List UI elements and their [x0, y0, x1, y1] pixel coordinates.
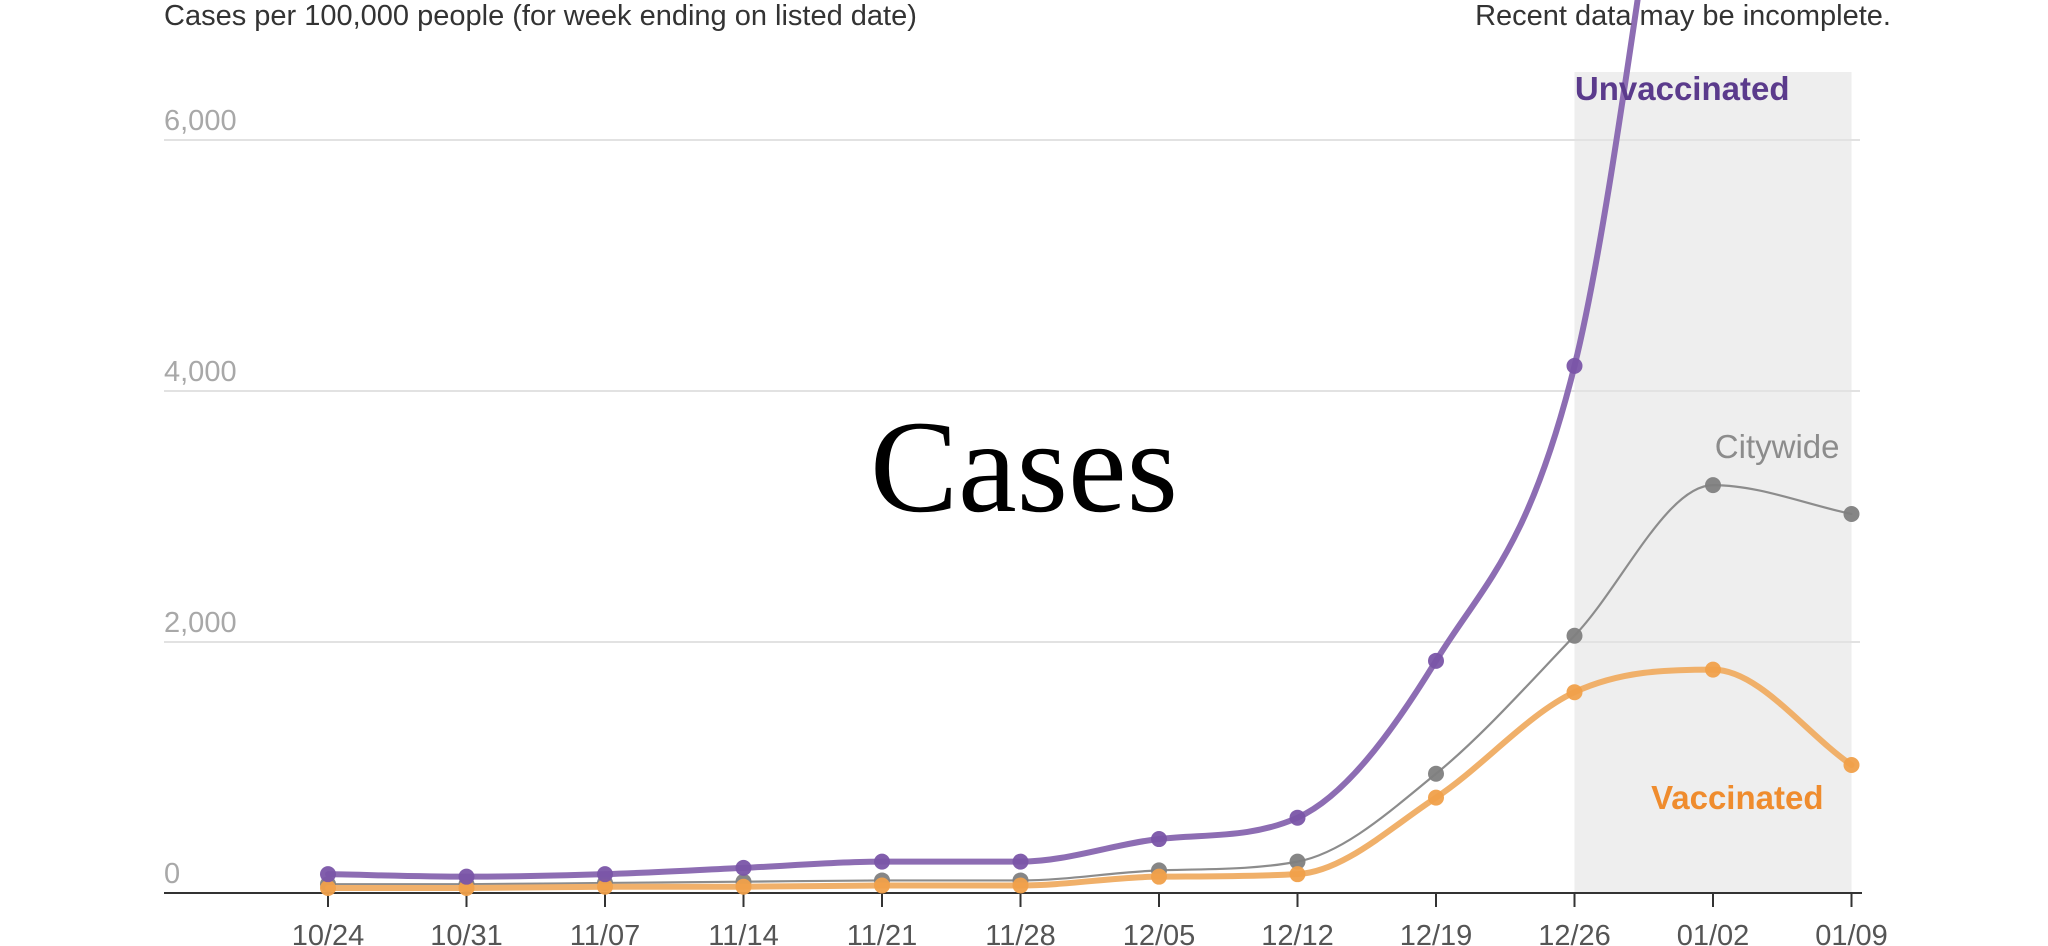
chart-subtitle: Cases per 100,000 people (for week endin… — [164, 0, 917, 32]
x-tick-label: 11/07 — [570, 920, 640, 946]
data-point-unvaccinated — [1151, 831, 1167, 848]
series-label-citywide: Citywide — [1715, 428, 1840, 465]
chart-title: Cases — [870, 393, 1178, 540]
x-tick-label: 10/31 — [430, 920, 503, 946]
data-point-unvaccinated — [1012, 853, 1029, 870]
data-point-vaccinated — [874, 877, 890, 894]
data-point-unvaccinated — [458, 868, 475, 885]
data-point-vaccinated — [458, 879, 475, 896]
data-point-citywide — [1289, 853, 1306, 870]
data-point-unvaccinated — [1289, 809, 1306, 826]
x-tick-label: 12/12 — [1261, 920, 1334, 946]
series-line-unvaccinated — [325, 0, 1641, 880]
data-point-vaccinated — [597, 878, 613, 895]
y-tick-label: 6,000 — [164, 105, 237, 137]
data-point-vaccinated — [1289, 866, 1306, 883]
x-tick-label: 11/21 — [847, 920, 917, 946]
x-tick-label: 10/24 — [292, 920, 365, 946]
data-point-unvaccinated — [735, 859, 752, 876]
data-point-vaccinated — [1705, 661, 1721, 678]
x-tick-label: 12/19 — [1400, 920, 1473, 946]
data-point-vaccinated — [320, 879, 336, 896]
data-point-unvaccinated — [1428, 652, 1444, 669]
data-point-vaccinated — [1151, 868, 1167, 885]
data-point-vaccinated — [1428, 789, 1444, 806]
y-tick-label: 4,000 — [164, 356, 237, 388]
y-tick-label: 2,000 — [164, 607, 237, 639]
data-point-citywide — [1705, 477, 1721, 494]
data-point-vaccinated — [1843, 756, 1860, 773]
data-note: Recent data may be incomplete. — [1475, 0, 1891, 32]
series-label-unvaccinated: Unvaccinated — [1575, 70, 1790, 107]
data-point-unvaccinated — [874, 853, 890, 870]
data-point-vaccinated — [1012, 877, 1029, 894]
data-point-citywide — [1566, 627, 1583, 644]
x-tick-label: 11/28 — [985, 920, 1055, 946]
x-tick-label: 12/26 — [1538, 920, 1611, 946]
data-point-vaccinated — [1566, 684, 1583, 701]
x-tick-label: 11/14 — [708, 920, 778, 946]
series-label-vaccinated: Vaccinated — [1651, 779, 1823, 816]
data-point-citywide — [1843, 505, 1860, 522]
data-point-unvaccinated — [1566, 357, 1583, 374]
data-point-unvaccinated — [320, 866, 336, 883]
x-tick-label: 01/02 — [1677, 920, 1750, 946]
x-tick-label: 12/05 — [1123, 920, 1196, 946]
x-tick-label: 01/09 — [1815, 920, 1888, 946]
data-point-vaccinated — [735, 878, 752, 895]
data-point-citywide — [1428, 765, 1444, 782]
data-point-unvaccinated — [597, 866, 613, 883]
y-tick-label: 0 — [164, 858, 180, 890]
